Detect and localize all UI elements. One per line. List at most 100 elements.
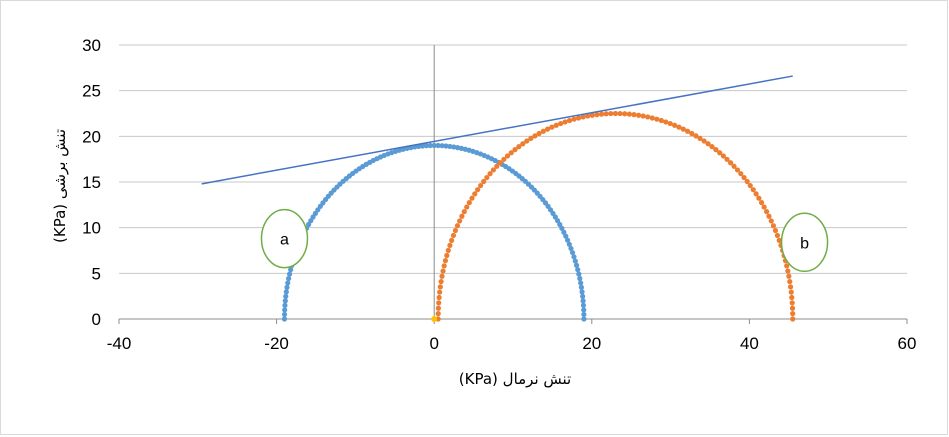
data-point — [787, 278, 793, 285]
y-tick-label: 15 — [82, 173, 101, 192]
data-point — [437, 284, 443, 290]
failure-envelope-line — [201, 75, 793, 185]
data-point — [734, 167, 741, 173]
data-point — [705, 141, 711, 147]
data-point — [649, 115, 655, 121]
x-tick-label: -40 — [107, 334, 132, 353]
data-point — [580, 302, 587, 308]
data-point — [284, 284, 290, 290]
data-point — [565, 237, 571, 243]
data-point — [475, 187, 481, 193]
annotation-label: a — [280, 232, 289, 249]
data-point — [750, 187, 756, 193]
data-point — [785, 268, 791, 274]
data-point — [281, 316, 288, 322]
data-point — [572, 258, 578, 264]
data-point — [419, 143, 426, 149]
y-tick-label: 0 — [92, 310, 101, 329]
data-point — [431, 142, 437, 149]
data-point — [786, 273, 792, 279]
data-point — [744, 178, 750, 185]
data-point — [544, 126, 551, 132]
data-point — [575, 267, 581, 273]
data-point — [427, 142, 433, 149]
data-point — [439, 143, 445, 149]
data-point — [738, 171, 744, 177]
data-point — [438, 278, 444, 285]
data-point — [286, 271, 293, 277]
data-point — [713, 147, 719, 153]
data-point — [731, 163, 737, 169]
data-point — [727, 160, 734, 166]
data-point — [423, 143, 429, 149]
data-point — [635, 112, 642, 118]
data-point — [784, 263, 790, 269]
data-point — [459, 213, 465, 219]
annotation-ellipse — [780, 212, 829, 273]
x-tick-label: 60 — [898, 334, 917, 353]
data-point — [667, 120, 673, 127]
x-tick-label: 20 — [582, 334, 601, 353]
data-point — [701, 138, 707, 144]
data-point — [747, 182, 753, 189]
data-point — [753, 191, 759, 197]
data-point — [435, 305, 441, 311]
data-point — [580, 293, 586, 299]
x-tick-label: 0 — [429, 334, 438, 353]
data-point — [640, 113, 646, 119]
y-tick-label: 5 — [92, 264, 101, 283]
y-tick-label: 10 — [82, 219, 101, 238]
data-point — [645, 114, 651, 120]
data-point — [443, 143, 449, 149]
data-point — [436, 294, 442, 301]
data-point — [578, 280, 584, 286]
data-point — [608, 110, 614, 117]
data-point — [441, 263, 447, 269]
data-point — [449, 237, 455, 243]
data-point — [435, 142, 441, 149]
data-point — [724, 156, 730, 162]
x-tick-label: 40 — [740, 334, 759, 353]
gridlines — [119, 44, 907, 320]
data-point — [494, 163, 500, 169]
data-point — [594, 112, 600, 118]
data-point — [697, 135, 703, 142]
data-point — [447, 143, 453, 150]
data-point — [654, 116, 660, 122]
data-point — [766, 213, 772, 219]
data-point — [617, 110, 623, 117]
data-point — [451, 144, 457, 150]
data-point — [469, 195, 475, 201]
data-point — [761, 204, 767, 210]
data-point — [559, 225, 565, 231]
data-point — [774, 232, 781, 239]
data-point — [622, 111, 628, 117]
data-point — [457, 218, 463, 224]
data-point — [436, 300, 442, 306]
y-axis-title: تنش برشی (KPa) — [51, 129, 69, 243]
data-point — [581, 307, 587, 313]
data-point — [573, 262, 580, 268]
data-point — [501, 156, 507, 162]
data-point — [603, 111, 609, 117]
data-point — [577, 275, 583, 282]
data-point — [455, 145, 461, 151]
data-point — [579, 289, 585, 295]
data-point — [566, 241, 572, 247]
x-tick-labels: -40 -20 0 20 40 60 — [107, 334, 917, 353]
data-point — [789, 300, 795, 306]
data-point — [439, 273, 445, 279]
annotation-label: b — [800, 235, 809, 252]
data-point — [283, 293, 289, 299]
data-point — [789, 294, 795, 301]
data-point — [557, 221, 563, 228]
data-point — [466, 200, 472, 206]
data-point — [676, 124, 682, 130]
data-point — [571, 116, 577, 122]
data-point — [770, 223, 777, 229]
data-point — [756, 195, 762, 201]
data-point — [282, 307, 288, 313]
data-point — [558, 120, 564, 127]
data-point — [458, 145, 465, 151]
